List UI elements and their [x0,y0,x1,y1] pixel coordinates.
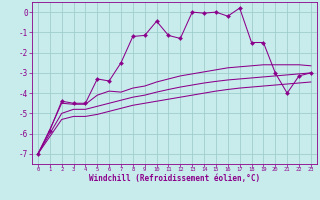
X-axis label: Windchill (Refroidissement éolien,°C): Windchill (Refroidissement éolien,°C) [89,174,260,183]
